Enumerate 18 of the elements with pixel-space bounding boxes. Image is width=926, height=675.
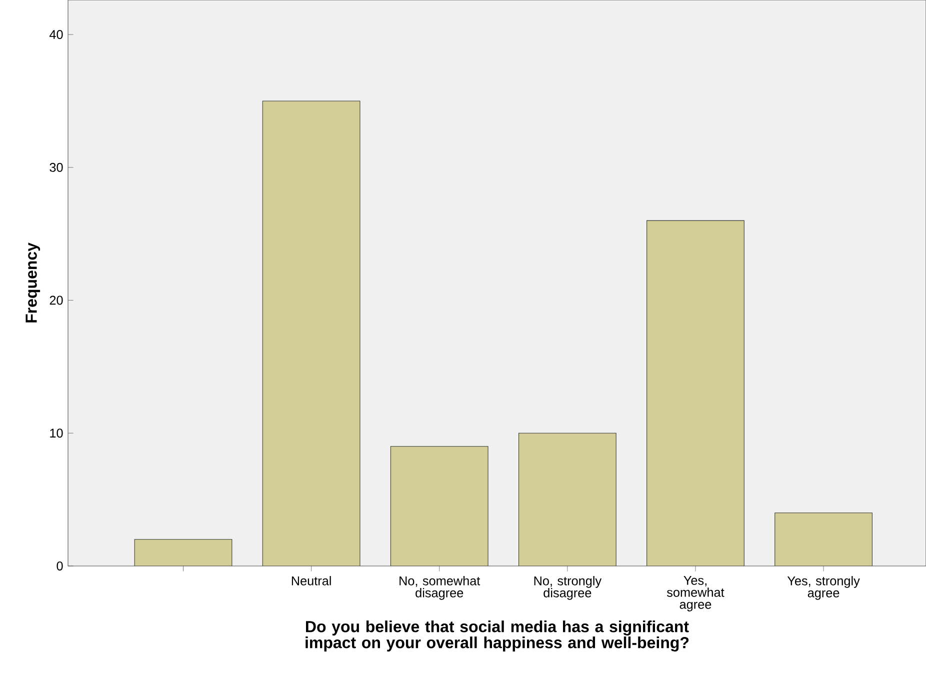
y-tick-label: 30: [50, 162, 63, 172]
bar: [390, 446, 488, 566]
bar: [134, 539, 232, 566]
x-axis-title: Do you believe that social media has a significant impact on your overall happiness and well-being?: [306, 620, 689, 652]
x-tick-label: Yes, strongly agree: [787, 576, 860, 600]
bar: [518, 432, 616, 566]
y-tick-label: 0: [56, 562, 63, 570]
y-tick-label: 20: [50, 296, 63, 305]
x-tick-label: Yes, somewhat agree: [666, 576, 724, 612]
y-axis-title: Frequency: [26, 242, 40, 322]
bar: [262, 100, 360, 566]
x-tick-label: No, somewhat disagree: [400, 576, 480, 600]
x-tick-label: No, strongly disagree: [534, 576, 602, 600]
y-tick-label: 40: [50, 30, 63, 40]
bar: [774, 512, 872, 566]
x-tick-label: Neutral: [292, 576, 331, 586]
y-tick-label: 10: [50, 428, 63, 438]
bar: [646, 220, 744, 566]
